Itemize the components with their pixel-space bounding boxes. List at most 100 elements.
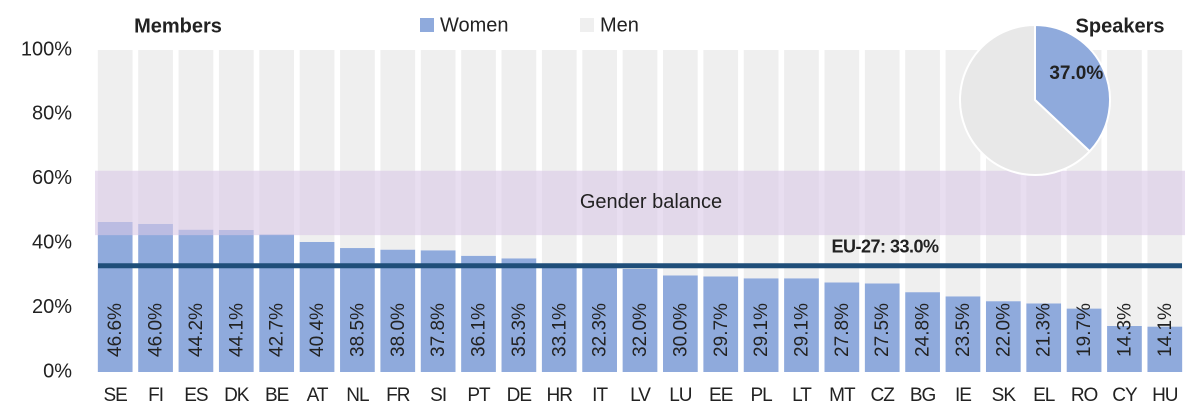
eu-average-label: EU-27: 33.0% bbox=[831, 236, 939, 256]
pie-slice bbox=[959, 23, 1092, 176]
bar bbox=[784, 278, 819, 372]
value-label: 38.5% bbox=[347, 303, 368, 357]
x-tick-label: RO bbox=[1071, 385, 1098, 406]
bar bbox=[663, 275, 698, 372]
value-label: 40.4% bbox=[307, 303, 328, 357]
x-tick-label: PT bbox=[467, 385, 491, 406]
value-label: 27.8% bbox=[832, 303, 853, 357]
value-label: 19.7% bbox=[1074, 303, 1095, 357]
legend-swatch bbox=[580, 18, 594, 32]
pie-slice bbox=[1034, 23, 1111, 153]
x-tick-label: CZ bbox=[871, 385, 896, 406]
bar bbox=[501, 258, 537, 372]
x-tick-label: PL bbox=[750, 385, 772, 406]
bar bbox=[743, 50, 779, 279]
bar bbox=[905, 292, 940, 372]
value-label: 23.5% bbox=[953, 303, 974, 357]
x-tick-label: DK bbox=[224, 385, 250, 406]
bar bbox=[582, 50, 617, 268]
x-tick-label: LU bbox=[669, 385, 692, 406]
bar bbox=[420, 250, 456, 372]
x-tick-label: EE bbox=[709, 385, 733, 406]
value-label: 36.1% bbox=[469, 303, 490, 357]
y-tick-label: 20% bbox=[32, 296, 72, 318]
x-tick-label: SI bbox=[430, 385, 446, 406]
pie-title: Speakers bbox=[1076, 15, 1165, 37]
value-label: 32.0% bbox=[630, 303, 651, 357]
value-label: 14.3% bbox=[1114, 303, 1135, 357]
y-tick-label: 80% bbox=[32, 103, 72, 125]
value-label: 14.1% bbox=[1155, 303, 1176, 357]
x-tick-label: LT bbox=[792, 385, 812, 406]
x-tick-label: EL bbox=[1033, 385, 1055, 406]
y-tick-label: 100% bbox=[21, 38, 72, 60]
value-label: 46.0% bbox=[146, 303, 167, 357]
x-tick-label: MT bbox=[829, 385, 856, 406]
value-label: 44.1% bbox=[226, 303, 247, 357]
bar bbox=[582, 267, 617, 372]
bar bbox=[138, 223, 173, 372]
x-tick-label: HU bbox=[1152, 385, 1178, 406]
bar bbox=[703, 276, 739, 372]
bar bbox=[178, 229, 214, 372]
legend-label: Women bbox=[440, 14, 509, 36]
chart-title: Members bbox=[134, 15, 222, 37]
value-label: 29.7% bbox=[711, 303, 732, 357]
x-tick-label: BG bbox=[910, 385, 936, 406]
bar bbox=[864, 50, 900, 284]
x-tick-label: AT bbox=[307, 385, 329, 406]
legend-swatch bbox=[420, 18, 434, 32]
value-label: 37.8% bbox=[428, 303, 449, 357]
value-label: 32.3% bbox=[590, 303, 611, 357]
x-tick-label: NL bbox=[346, 385, 369, 406]
bar bbox=[461, 255, 496, 372]
bar bbox=[945, 296, 981, 372]
value-label: 33.1% bbox=[549, 303, 570, 357]
value-label: 24.8% bbox=[913, 303, 934, 357]
bar bbox=[784, 50, 819, 279]
value-label: 21.3% bbox=[1034, 303, 1055, 357]
bar bbox=[864, 283, 900, 372]
value-label: 44.2% bbox=[186, 303, 207, 357]
value-label: 30.0% bbox=[670, 303, 691, 357]
value-label: 42.7% bbox=[267, 303, 288, 357]
x-tick-label: IE bbox=[955, 385, 971, 406]
x-tick-label: IT bbox=[592, 385, 608, 406]
value-label: 22.0% bbox=[993, 303, 1014, 357]
bar bbox=[1147, 326, 1183, 372]
bar bbox=[703, 50, 739, 277]
bar bbox=[541, 265, 577, 372]
bar bbox=[1066, 308, 1102, 372]
bar bbox=[218, 229, 254, 372]
bar bbox=[1107, 325, 1142, 372]
bar bbox=[663, 50, 698, 276]
x-tick-label: CY bbox=[1112, 385, 1138, 406]
x-tick-label: SE bbox=[104, 385, 128, 406]
value-label: 29.1% bbox=[791, 303, 812, 357]
value-label: 27.5% bbox=[872, 303, 893, 357]
x-tick-label: SK bbox=[992, 385, 1017, 406]
bar bbox=[824, 282, 860, 372]
y-tick-label: 60% bbox=[32, 167, 72, 189]
bar bbox=[1026, 303, 1062, 372]
x-tick-label: FR bbox=[386, 385, 410, 406]
x-tick-label: DE bbox=[507, 385, 532, 406]
bar bbox=[622, 268, 658, 372]
bar bbox=[97, 221, 133, 372]
x-tick-label: ES bbox=[184, 385, 208, 406]
value-label: 35.3% bbox=[509, 303, 530, 357]
x-tick-label: BE bbox=[265, 385, 289, 406]
y-tick-label: 40% bbox=[32, 231, 72, 253]
bar bbox=[340, 248, 375, 372]
y-tick-label: 0% bbox=[43, 360, 72, 382]
x-tick-label: HR bbox=[547, 385, 573, 406]
bar bbox=[259, 234, 295, 372]
x-tick-label: LV bbox=[630, 385, 651, 406]
value-label: 38.0% bbox=[388, 303, 409, 357]
value-label: 46.6% bbox=[105, 303, 126, 357]
value-label: 29.1% bbox=[751, 303, 772, 357]
pie-value-label: 37.0% bbox=[1049, 63, 1103, 84]
bar bbox=[380, 249, 416, 372]
bar bbox=[985, 301, 1021, 372]
bar bbox=[743, 278, 779, 372]
